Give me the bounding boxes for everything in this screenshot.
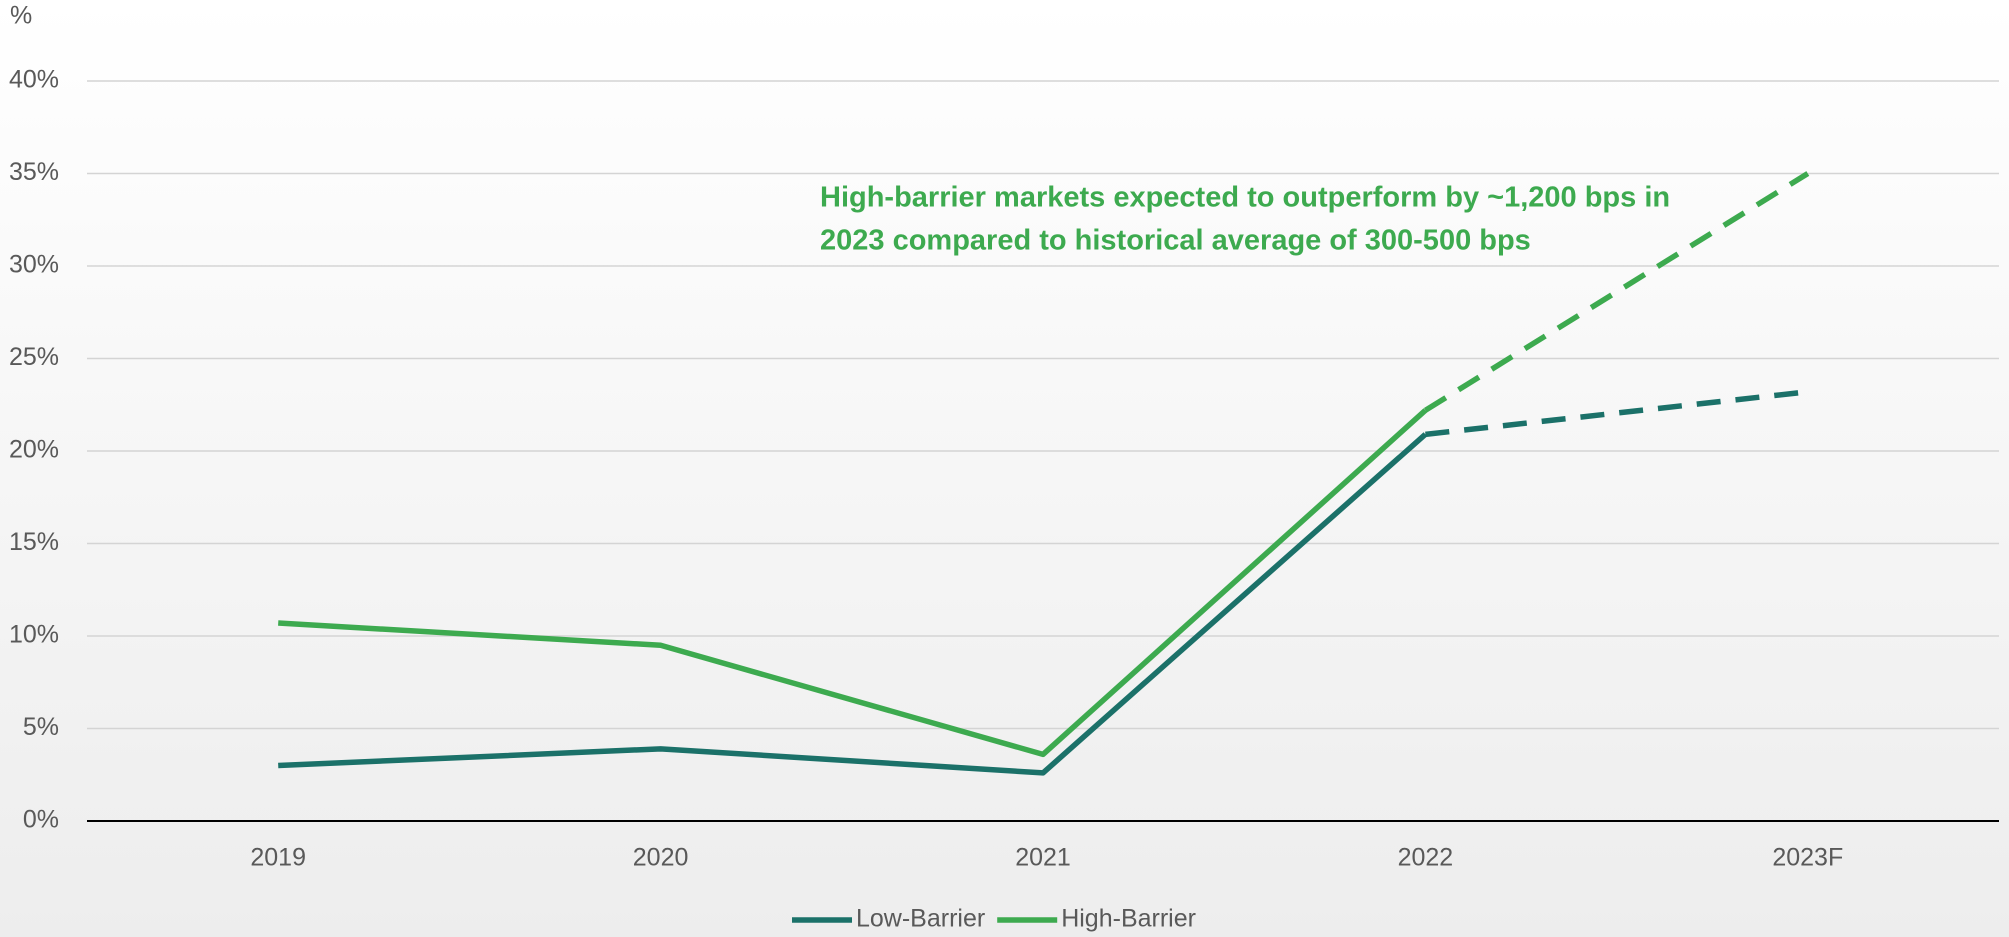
annotation: High-barrier markets expected to outperf… xyxy=(820,182,1670,214)
forecast-line xyxy=(1425,389,1809,438)
y-tick-label: 30% xyxy=(9,251,59,279)
annotation: 2023 compared to historical average of 3… xyxy=(820,225,1531,257)
y-tick-label: 5% xyxy=(23,713,59,741)
x-tick-label: 2020 xyxy=(633,844,689,872)
x-tick-label: 2021 xyxy=(1015,844,1071,872)
y-tick-label: 25% xyxy=(9,343,59,371)
legend-label: Low-Barrier xyxy=(856,905,985,933)
y-tick-label: 15% xyxy=(9,528,59,556)
x-tick-label: 2022 xyxy=(1398,844,1454,872)
series-line xyxy=(278,408,1428,758)
y-tick-label: 10% xyxy=(9,621,59,649)
y-tick-label: 35% xyxy=(9,158,59,186)
legend-label: High-Barrier xyxy=(1061,905,1196,933)
x-tick-label: 2023F xyxy=(1772,844,1843,872)
forecast-line xyxy=(1423,171,1810,413)
y-tick-label: 20% xyxy=(9,436,59,464)
series-line xyxy=(278,432,1428,776)
x-tick-label: 2019 xyxy=(250,844,306,872)
y-tick-label: 40% xyxy=(9,66,59,94)
y-tick-label: 0% xyxy=(23,806,59,834)
y-axis-label: % xyxy=(10,2,32,30)
